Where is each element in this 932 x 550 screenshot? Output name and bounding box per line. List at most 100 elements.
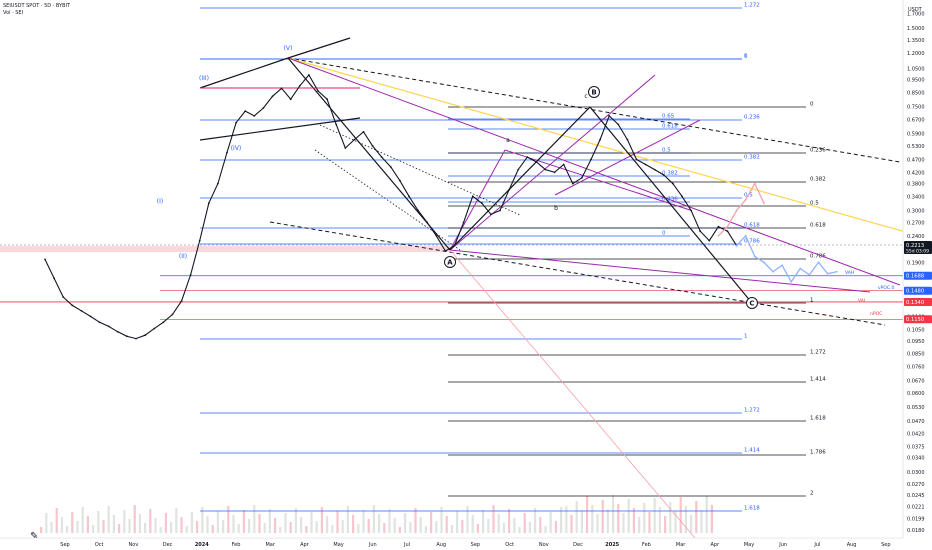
price-tick-label: 0.0375 [907,445,925,451]
volume-bar [201,507,204,533]
volume-bar [456,511,459,533]
price-tick-label: 0.0199 [907,516,925,522]
price-tag-text: 0.1150 [906,317,924,323]
volume-bar [123,510,126,533]
price_history-point [207,202,210,205]
volume-bar [128,519,131,533]
price_history-point [717,225,720,228]
time-tick-label: Oct [505,542,514,548]
wave-badge-C [746,297,758,309]
volume-bar [575,501,578,533]
price-tag-box [904,241,932,254]
price_history-point [162,321,165,324]
price_history-point [662,174,665,176]
price_history-point [308,74,310,76]
fib-right-label: 1.272 [810,350,826,356]
volume-bar [378,514,381,533]
wave-label: (I) [157,198,163,205]
price-tick-label: 0.0470 [907,419,925,425]
volume-bar [175,508,178,533]
price_history-point [144,334,147,337]
volume-bar [263,523,266,533]
price_history-point [389,166,392,168]
wave-label: c [584,93,587,100]
price_history-point [444,250,447,252]
price_history-point [44,258,46,261]
projected-wave-c [589,106,753,304]
symbol-line: SEIUSDT SPOT · 5D · BYBIT [3,3,71,9]
price_history-point [672,182,674,185]
volume-bar [664,516,667,533]
price_history-point [462,221,465,224]
purple-channel-lower [449,249,871,293]
impulse-wave-a [287,57,451,251]
volume-bar [331,525,334,533]
volume-bar [398,527,401,533]
price_history-point [235,121,238,124]
price_history-point [198,239,201,242]
lower-dashed-trendline [269,221,886,326]
pink-falling-line [449,249,696,539]
volume-bar [216,511,219,533]
fib-left-label: 0.382 [744,155,760,161]
wave-label: (III) [199,75,209,82]
volume-bar [118,524,121,533]
volume-bar [144,523,147,533]
level-annotation: vPOC.0 [878,285,894,291]
price-axis-unit: USDT [908,7,923,13]
volume-bar [248,519,251,533]
volume-bar [502,523,505,533]
price-tag-text: 0.2213 [906,243,924,249]
price-tick-label: 0.3400 [907,194,925,200]
volume-bar [523,513,526,533]
volume-bar [320,507,323,533]
purple-c-leg [554,119,701,196]
fib-right-label: 1 [810,298,814,304]
volume-bar [159,527,162,533]
price_history-point [590,158,592,161]
level-annotation: VAL [858,298,867,304]
price_history-point [553,171,556,174]
time-tick-label: Sep [881,542,890,548]
price_history-point [526,156,529,159]
volume-bar [409,522,412,533]
time-tick-label: Apr [710,542,720,548]
volume-bar [627,499,630,533]
corrective-wave-b [449,106,591,251]
price_history-point [617,123,620,126]
purple-b-leg [504,149,691,211]
volume-bar [300,517,303,533]
volume-bar [393,518,396,533]
wave-label: (II) [179,253,187,260]
fib-left-label: 1 [744,54,748,60]
volume-bar [284,513,287,533]
wave-label: b [554,205,558,212]
price-tick-label: 0.0420 [907,432,925,438]
volume-line: Vol · SEI [3,10,24,16]
volume-bar [560,507,563,533]
price_history-point [708,239,711,242]
drawing-tool-icon[interactable]: ✎ [30,531,39,542]
price_history-point [435,234,438,237]
volume-bar [45,513,48,533]
time-tick-label: Nov [539,542,549,548]
price_history-point [362,130,365,133]
time-tick-label: Dec [573,542,583,548]
purple-rising-line [449,74,656,251]
volume-bar [450,525,453,533]
volume-bar [357,524,360,533]
wave-label: a [506,137,510,144]
volume-bar [253,505,256,533]
fib-right-label: 0.5 [810,201,819,207]
price-tick-label: 0.6700 [907,117,925,123]
time-tick-label: Feb [642,542,651,548]
price_history-point [253,115,256,117]
price_history-point [62,296,65,298]
fib-mid-label: 0.5 [662,148,671,154]
time-tick-label: Sep [60,542,69,548]
volume-bar [227,506,230,533]
volume-bar [50,522,53,533]
volume-bar [534,508,537,533]
price_history-point [116,330,119,333]
